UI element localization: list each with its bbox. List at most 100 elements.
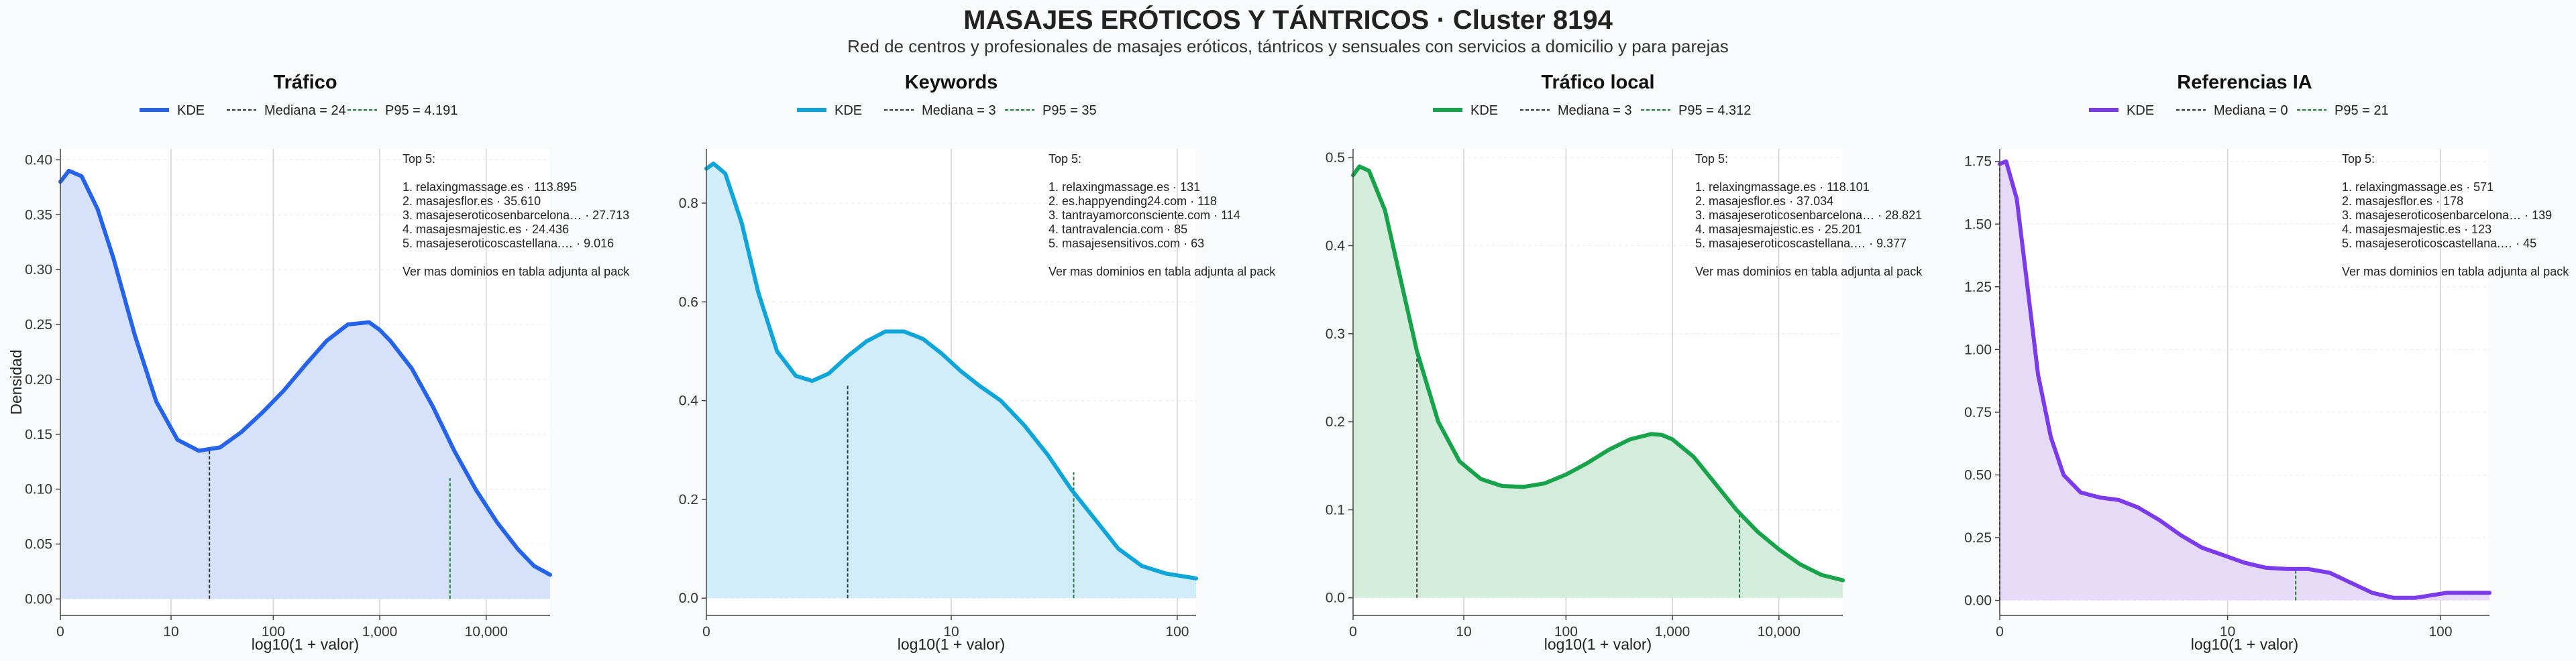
y-tick-label: 0.25	[25, 317, 52, 333]
y-tick-label: 0.8	[679, 196, 698, 211]
y-tick-label: 0.5	[1326, 150, 1345, 166]
annotation-line: 4. masajesmajestic.es · 24.436	[402, 223, 569, 236]
legend-label-median: Mediana = 0	[2214, 103, 2288, 118]
legend-label-p95: P95 = 21	[2334, 103, 2389, 118]
legend-label-kde: KDE	[1470, 103, 1498, 118]
page-title: MASAJES ERÓTICOS Y TÁNTRICOS · Cluster 8…	[963, 5, 1613, 35]
x-tick-label: 100	[1165, 624, 1189, 640]
legend-label-median: Mediana = 3	[922, 103, 996, 118]
x-tick-label: 0	[1349, 624, 1357, 640]
y-tick-label: 0.20	[25, 372, 52, 387]
annotation-line: 5. masajeseroticoscastellana.… · 9.016	[402, 237, 614, 250]
x-axis-label: log10(1 + valor)	[898, 636, 1005, 653]
page-subtitle: Red de centros y profesionales de masaje…	[847, 36, 1729, 56]
annotation-line: 5. masajesensitivos.com · 63	[1049, 237, 1204, 250]
y-tick-label: 1.75	[1964, 154, 1992, 170]
legend-label-kde: KDE	[177, 103, 205, 118]
chart-title: Referencias IA	[2177, 72, 2312, 93]
annotation-line: Ver mas dominios en tabla adjunta al pac…	[2342, 265, 2569, 278]
chart-title: Tráfico local	[1541, 72, 1654, 93]
x-tick-label: 10,000	[465, 624, 508, 640]
x-tick-label: 0	[1996, 624, 2004, 640]
x-tick-label: 10	[163, 624, 178, 640]
x-tick-label: 100	[262, 624, 285, 640]
annotation-line: Ver mas dominios en tabla adjunta al pac…	[1695, 265, 1923, 278]
annotation-line: 4. masajesmajestic.es · 123	[2342, 223, 2491, 236]
y-tick-label: 0.00	[1964, 593, 1992, 609]
y-tick-label: 0.40	[25, 152, 52, 168]
annotation-line: Ver mas dominios en tabla adjunta al pac…	[1049, 265, 1276, 278]
y-tick-label: 0.2	[679, 492, 698, 507]
y-tick-label: 0.10	[25, 482, 52, 497]
y-tick-label: 0.3	[1326, 326, 1345, 342]
y-tick-label: 0.05	[25, 537, 52, 552]
chart-panel-3: 0.0 0.1 0.2 0.3 0.4 0.5 0 10 100 1,000 10,000 log10…	[1326, 72, 1923, 653]
legend-label-kde: KDE	[2127, 103, 2154, 118]
annotation-line: 1. relaxingmassage.es · 131	[1049, 180, 1200, 194]
annotation-line: 2. masajesflor.es · 37.034	[1695, 194, 1833, 208]
y-tick-label: 0.00	[25, 591, 52, 607]
annotation-line: 5. masajeseroticoscastellana.… · 9.377	[1695, 237, 1907, 250]
x-axis-label: log10(1 + valor)	[252, 636, 359, 653]
legend-label-median: Mediana = 24	[264, 103, 346, 118]
y-tick-label: 0.25	[1964, 530, 1992, 546]
kde-area	[706, 164, 1196, 599]
legend-label-kde: KDE	[835, 103, 862, 118]
kde-line	[58, 168, 552, 577]
y-tick-label: 1.50	[1964, 217, 1992, 232]
x-tick-label: 100	[1554, 624, 1578, 640]
y-tick-label: 0.50	[1964, 467, 1992, 483]
chart-panel-2: 0.0 0.2 0.4 0.6 0.8 0 10 100 log10(1 + valor) Key…	[679, 72, 1276, 653]
y-tick-label: 0.30	[25, 262, 52, 278]
legend-label-p95: P95 = 4.312	[1678, 103, 1751, 118]
x-tick-label: 0	[56, 624, 64, 640]
chart-panel-1: 0.00 0.05 0.10 0.15 0.20 0.25 0.30 0.35 0.40 0 10 1…	[7, 72, 630, 653]
annotation-line: 2. masajesflor.es · 35.610	[402, 194, 541, 208]
annotation-line: 1. relaxingmassage.es · 113.895	[402, 180, 577, 194]
annotation-line: 2. es.happyending24.com · 118	[1049, 194, 1217, 208]
legend-label-p95: P95 = 4.191	[385, 103, 458, 118]
legend-label-p95: P95 = 35	[1042, 103, 1097, 118]
y-axis-label: Densidad	[7, 349, 25, 414]
x-tick-label: 10,000	[1758, 624, 1801, 640]
y-tick-label: 1.25	[1964, 280, 1992, 295]
annotation-line: 3. masajeseroticosenbarcelona… · 139	[2342, 208, 2552, 222]
chart-title: Tráfico	[273, 72, 337, 93]
x-tick-label: 1,000	[362, 624, 398, 640]
kde-line	[1998, 159, 2491, 600]
y-tick-label: 0.2	[1326, 414, 1345, 430]
x-tick-label: 100	[2428, 624, 2452, 640]
annotation-line: 5. masajeseroticoscastellana.… · 45	[2342, 237, 2536, 250]
y-tick-label: 0.0	[679, 591, 698, 606]
kde-line	[1351, 164, 1845, 583]
annotation-line: Ver mas dominios en tabla adjunta al pac…	[402, 265, 630, 278]
y-tick-label: 0.15	[25, 427, 52, 442]
annotation-line: Top 5:	[1049, 152, 1081, 166]
kde-area	[2000, 161, 2489, 601]
annotation-line: 3. tantrayamorconsciente.com · 114	[1049, 208, 1240, 222]
chart-panel-4: 0.00 0.25 0.50 0.75 1.00 1.25 1.50 1.75 0 10 100 lo…	[1964, 72, 2569, 653]
annotation-line: 4. masajesmajestic.es · 25.201	[1695, 223, 1862, 236]
x-axis-label: log10(1 + valor)	[1544, 636, 1652, 653]
y-tick-label: 0.75	[1964, 405, 1992, 420]
x-tick-label: 0	[702, 624, 710, 640]
annotation-line: Top 5:	[1695, 152, 1728, 166]
annotation-line: Top 5:	[402, 152, 435, 166]
y-tick-label: 0.4	[679, 394, 699, 409]
kde-area	[60, 170, 550, 599]
x-tick-label: 10	[1456, 624, 1471, 640]
annotation-line: 1. relaxingmassage.es · 571	[2342, 180, 2493, 194]
kde-line	[704, 162, 1198, 581]
annotation-line: 2. masajesflor.es · 178	[2342, 194, 2463, 208]
annotation-line: 3. masajeseroticosenbarcelona… · 27.713	[402, 208, 629, 222]
y-tick-label: 0.4	[1326, 238, 1346, 253]
chart-title: Keywords	[905, 72, 998, 93]
annotation-line: 3. masajeseroticosenbarcelona… · 28.821	[1695, 208, 1922, 222]
y-tick-label: 0.1	[1326, 502, 1345, 518]
annotation-line: Top 5:	[2342, 152, 2375, 166]
annotation-line: 1. relaxingmassage.es · 118.101	[1695, 180, 1870, 194]
y-tick-label: 0.6	[679, 294, 698, 310]
y-tick-label: 0.0	[1326, 591, 1345, 606]
legend-label-median: Mediana = 3	[1558, 103, 1632, 118]
